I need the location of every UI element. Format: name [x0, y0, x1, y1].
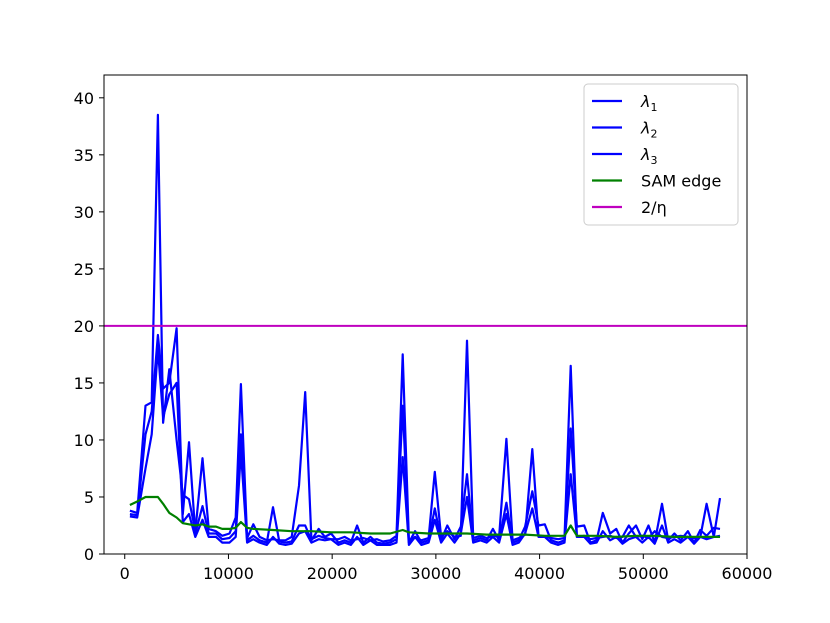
y-tick-label: 10: [74, 431, 94, 450]
y-tick-label: 20: [74, 317, 94, 336]
x-tick-label: 40000: [514, 564, 565, 583]
y-tick-label: 15: [74, 374, 94, 393]
y-tick-label: 5: [84, 488, 94, 507]
legend-label: λ3: [640, 145, 657, 167]
y-tick-label: 35: [74, 146, 94, 165]
legend-label: SAM edge: [641, 172, 721, 191]
legend-box: [583, 83, 739, 226]
x-axis: 0 10000 20000 30000 40000 50000 60000: [120, 554, 773, 583]
y-tick-label: 25: [74, 260, 94, 279]
x-tick-label: 20000: [307, 564, 358, 583]
y-axis: 0 5 10 15 20 25 30 35 40: [74, 89, 104, 564]
legend-label: λ1: [640, 92, 657, 114]
y-tick-label: 40: [74, 89, 94, 108]
y-tick-label: 30: [74, 203, 94, 222]
series-line-3: [129, 495, 720, 539]
legend: λ1 λ2 λ3 SAM edge 2/η: [583, 83, 739, 226]
x-tick-label: 10000: [203, 564, 254, 583]
x-tick-label: 30000: [410, 564, 461, 583]
series-line-2: [129, 347, 721, 547]
x-tick-label: 60000: [722, 564, 773, 583]
axes-frame: [103, 74, 748, 555]
x-tick-label: 50000: [618, 564, 669, 583]
y-tick-label: 0: [84, 545, 94, 564]
series-layer: [104, 113, 747, 547]
series-line-1: [129, 327, 721, 545]
legend-label: 2/η: [641, 198, 667, 217]
legend-label: λ2: [640, 119, 657, 141]
x-tick-label: 0: [120, 564, 130, 583]
